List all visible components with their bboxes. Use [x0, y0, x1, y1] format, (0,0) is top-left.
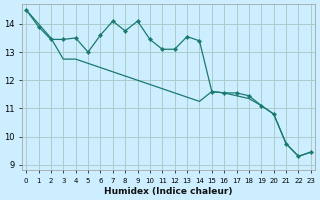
X-axis label: Humidex (Indice chaleur): Humidex (Indice chaleur)	[104, 187, 233, 196]
